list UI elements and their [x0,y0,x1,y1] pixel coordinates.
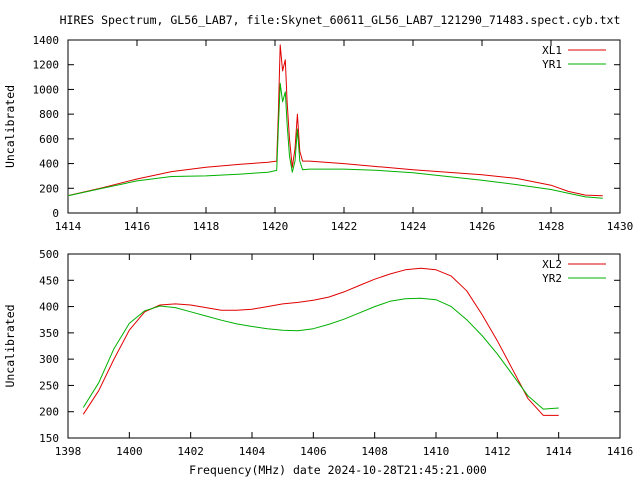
series-line-yr2 [82,297,559,410]
y-tick-label: 400 [39,301,59,314]
legend-label: XL1 [542,44,562,57]
x-tick-label: 1416 [124,220,151,233]
figure-title: HIRES Spectrum, GL56_LAB7, file:Skynet_6… [60,13,621,27]
y-tick-label: 0 [52,207,59,220]
x-tick-label: 1416 [607,445,634,458]
series-line-yr1 [68,82,603,199]
y-tick-label: 300 [39,353,59,366]
y-tick-label: 350 [39,327,59,340]
x-tick-label: 1410 [423,445,450,458]
y-tick-label: 800 [39,108,59,121]
x-tick-label: 1420 [262,220,289,233]
x-tick-label: 1414 [55,220,82,233]
x-tick-label: 1400 [116,445,143,458]
x-tick-label: 1412 [484,445,511,458]
x-tick-label: 1422 [331,220,358,233]
legend-label: YR2 [542,272,562,285]
x-tick-label: 1402 [177,445,204,458]
y-tick-label: 450 [39,274,59,287]
legend-label: XL2 [542,258,562,271]
x-tick-label: 1398 [55,445,82,458]
y-tick-label: 600 [39,133,59,146]
x-tick-label: 1406 [300,445,327,458]
y-tick-label: 1000 [33,83,60,96]
y-tick-label: 250 [39,379,59,392]
plot-frame [67,253,621,439]
x-tick-label: 1424 [400,220,427,233]
spectrum-plot-bottom: 1398 1400 1402 1404 1406 1408 1410 1412 1414 1416… [3,248,633,477]
x-tick-label: 1418 [193,220,220,233]
x-axis-label: Frequency(MHz) date 2024-10-28T21:45:21.… [189,463,487,477]
x-tick-label: 1414 [545,445,572,458]
y-tick-label: 200 [39,182,59,195]
y-tick-label: 200 [39,406,59,419]
series-line-xl2 [82,267,559,416]
y-tick-label: 150 [39,432,59,445]
x-tick-label: 1430 [607,220,634,233]
x-tick-label: 1404 [239,445,266,458]
y-tick-label: 1400 [33,34,60,47]
x-tick-label: 1428 [538,220,565,233]
y-tick-label: 1200 [33,59,60,72]
x-tick-label: 1426 [469,220,496,233]
y-axis-label: Uncalibrated [3,85,17,168]
spectrum-plot-top: 1414 1416 1418 1420 1422 1424 1426 1428 1430 0 200… [3,34,633,233]
y-tick-label: 400 [39,158,59,171]
x-tick-label: 1408 [361,445,388,458]
y-tick-label: 500 [39,248,59,261]
series-line-xl1 [68,44,603,197]
y-axis-label: Uncalibrated [3,304,17,387]
legend-label: YR1 [542,58,562,71]
